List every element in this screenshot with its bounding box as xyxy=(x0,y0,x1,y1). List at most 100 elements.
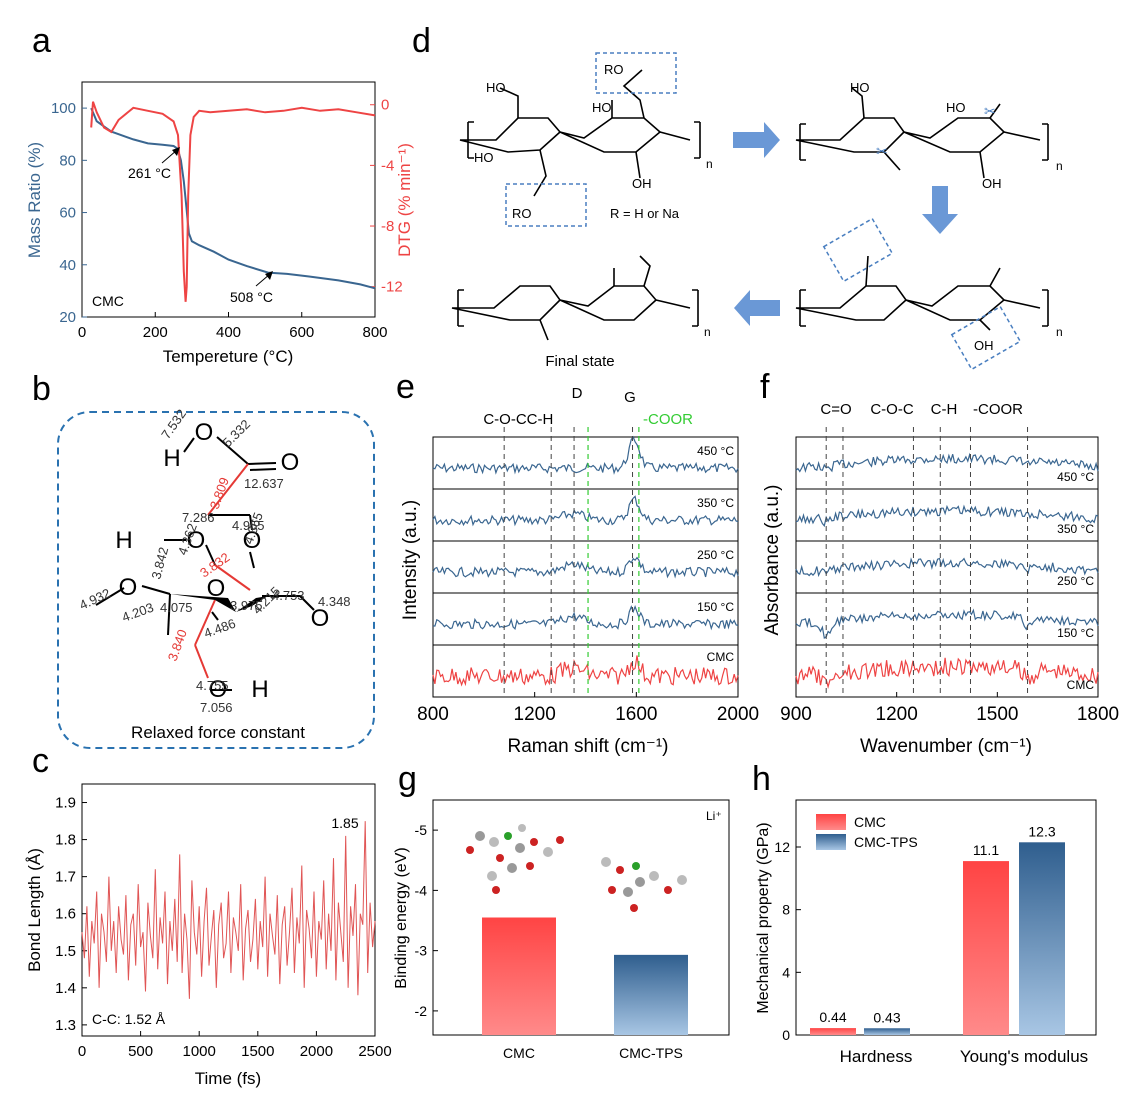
repeat-n-2: n xyxy=(1056,159,1063,173)
atom-h: H xyxy=(163,445,180,472)
molecule-bonds xyxy=(95,436,315,691)
e-xtick-label: 800 xyxy=(417,704,449,725)
force-constant-value: 12.637 xyxy=(244,476,284,491)
group-label-ro-bottom: RO xyxy=(512,206,532,221)
trace-label: 450 °C xyxy=(697,444,734,458)
mech-bar-cmc-tps xyxy=(864,1028,910,1035)
panel-c-frame xyxy=(81,783,376,1037)
g-category-label: CMC-TPS xyxy=(619,1045,683,1061)
force-constant-value: 3.842 xyxy=(148,545,171,580)
panel-e-xlabel: Raman shift (cm⁻¹) xyxy=(508,736,669,757)
raman-peak-label: D xyxy=(572,385,583,402)
r-label: R = H or Na xyxy=(610,206,680,221)
g-ytick-label: -5 xyxy=(415,822,428,838)
repeat-n-1: n xyxy=(706,157,713,171)
ring-wedge-2 xyxy=(236,596,268,612)
panel-h-x-labels: Hardness Young's modulus xyxy=(840,1047,1089,1066)
c-xtick-label: 500 xyxy=(128,1043,153,1060)
raman-peak-label: G xyxy=(624,389,636,406)
panel-c-y-ticks: 1.3 1.4 1.5 1.6 1.7 1.8 1.9 xyxy=(55,795,87,1034)
panel-a-ylabel-left: Mass Ratio (%) xyxy=(25,142,44,258)
panel-h-ylabel: Mechanical property (GPa) xyxy=(755,822,772,1013)
a-ytick-left-label: 40 xyxy=(59,257,76,274)
ring-wedge xyxy=(170,594,236,612)
panel-g: g -5 -4 -3 -2 CMC CMC-TPS Li⁺ Binding energy… xyxy=(393,760,730,1061)
f-xtick-label: 1200 xyxy=(876,704,918,725)
trace-label: CMC xyxy=(707,650,735,664)
raman-plot: 450 °C 350 °C 250 °C 150 °C CMC xyxy=(432,427,739,698)
a-ytick-left-label: 100 xyxy=(51,100,76,117)
f-xtick-label: 1500 xyxy=(976,704,1018,725)
raman-peak-labels: C-O-C C-H D G -COOR xyxy=(483,385,693,428)
spectrum-trace xyxy=(432,556,739,579)
trace-label: 350 °C xyxy=(697,496,734,510)
raman-peak-label: C-H xyxy=(527,411,554,428)
panel-e: e 450 °C 350 °C 250 °C 150 °C CMC 800 1200 160… xyxy=(396,368,759,757)
spectrum-frame xyxy=(432,488,739,542)
a-xtick-label: 200 xyxy=(143,324,168,341)
panel-a-ylabel-right: DTG (% min⁻¹) xyxy=(395,143,414,257)
binding-energy-bars xyxy=(482,917,688,1035)
panel-letter-d: d xyxy=(412,22,431,60)
force-constant-value: 3.975 xyxy=(230,598,263,613)
spectrum-trace xyxy=(795,504,1099,528)
force-constant-value: 7.286 xyxy=(182,510,215,525)
panel-a-x-ticks: 0 200 400 600 800 xyxy=(78,312,388,341)
panel-g-x-labels: CMC CMC-TPS xyxy=(503,1045,683,1061)
panel-a-corner-text: CMC xyxy=(92,293,124,309)
panel-a-y-right-ticks: 0 -4 -8 -12 xyxy=(370,97,403,296)
force-constant-value: 7.056 xyxy=(200,700,233,715)
c-xtick-label: 1500 xyxy=(241,1043,274,1060)
annotation-508: 508 °C xyxy=(230,289,273,305)
force-constant-value: 4.955 xyxy=(232,518,265,533)
spectrum-frame xyxy=(432,592,739,646)
a-xtick-label: 400 xyxy=(216,324,241,341)
panel-a-frame xyxy=(81,81,376,318)
atom-o: O xyxy=(311,605,330,632)
e-xtick-label: 1200 xyxy=(514,704,556,725)
a-xtick-label: 800 xyxy=(362,324,387,341)
annotation-max: 1.85 xyxy=(331,815,358,831)
final-state-label: Final state xyxy=(545,353,614,370)
panel-a-y-left-ticks: 20 40 60 80 100 xyxy=(51,100,87,326)
group-label-ho-2: HO xyxy=(474,150,494,165)
ro-box-bottom xyxy=(505,183,587,227)
c-xtick-label: 2500 xyxy=(358,1043,391,1060)
force-constant-value: 4.753 xyxy=(272,588,305,603)
a-ytick-left-label: 80 xyxy=(59,152,76,169)
h-ytick-label: 4 xyxy=(782,964,790,980)
ftir-peak-label: C-H xyxy=(931,401,958,418)
mech-bar-cmc-tps xyxy=(1019,842,1065,1035)
mech-bar-value: 11.1 xyxy=(973,842,999,858)
panel-letter-g: g xyxy=(398,760,417,798)
bond-length-line xyxy=(81,821,376,999)
panel-letter-b: b xyxy=(32,370,51,408)
ro-box-top xyxy=(595,52,677,94)
legend-swatch-cmc xyxy=(816,814,846,830)
e-xtick-label: 1600 xyxy=(615,704,657,725)
mechanical-bars: 0.44 11.1 0.43 12.3 xyxy=(810,823,1065,1035)
mech-bar-value: 0.43 xyxy=(873,1009,900,1025)
legend-swatch-cmc-tps xyxy=(816,834,846,850)
panel-a: a 0 200 400 600 800 20 40 60 80 100 0 -4 -8 -12 CMC… xyxy=(25,22,414,366)
dtg-line xyxy=(90,101,376,302)
arrow-down xyxy=(922,186,958,234)
binding-bar-cmc xyxy=(482,917,556,1035)
c-xtick-label: 2000 xyxy=(300,1043,333,1060)
panel-g-ylabel: Binding energy (eV) xyxy=(393,847,410,988)
atom-h: H xyxy=(251,676,268,703)
panel-c-x-ticks: 0 500 1000 1500 2000 2500 xyxy=(78,1031,392,1060)
c-ytick-label: 1.3 xyxy=(55,1017,76,1034)
trace-label: CMC xyxy=(1067,678,1095,692)
mech-bar-cmc xyxy=(810,1028,856,1035)
scissors-icon: ✂ xyxy=(876,143,888,159)
spectrum-trace xyxy=(795,452,1099,474)
structure-intermediate xyxy=(795,255,1049,331)
spectrum-trace xyxy=(795,608,1099,639)
spectrum-trace xyxy=(432,495,739,527)
panel-c: c 0 500 1000 1500 2000 2500 1.31.41.51.61.71.… xyxy=(25,742,392,1088)
panel-letter-a: a xyxy=(32,22,51,60)
force-constant-value: 4.932 xyxy=(77,585,113,612)
c-xtick-label: 1000 xyxy=(183,1043,216,1060)
